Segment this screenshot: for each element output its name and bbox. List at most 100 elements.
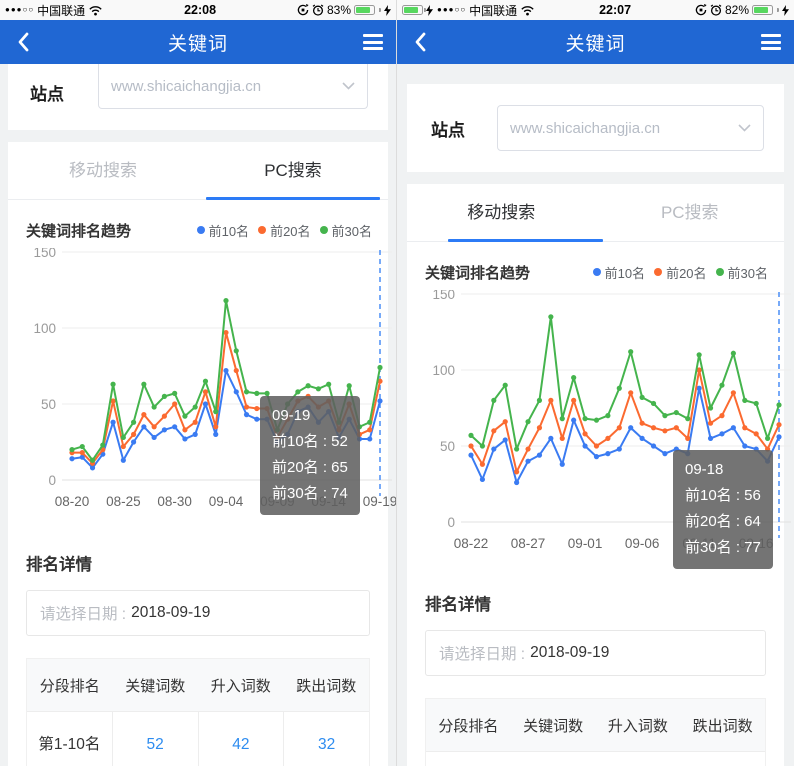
table-header-cell: 关键词数	[125, 677, 186, 695]
svg-text:08-30: 08-30	[157, 494, 192, 509]
site-select-value: www.shicaichangjia.cn	[111, 77, 262, 95]
battery-icon	[354, 5, 375, 15]
table-header-cell: 升入词数	[607, 717, 668, 735]
chart-legend: 前10名 前20名 前30名	[196, 221, 372, 240]
legend-dot-icon	[319, 226, 328, 234]
legend-dot-icon	[654, 268, 663, 276]
app-header: 关键词	[0, 20, 396, 64]
table-header-cell: 升入词数	[210, 677, 271, 695]
date-picker-label: 请选择日期 :	[40, 606, 127, 623]
tab-pc-search[interactable]: PC搜索	[660, 203, 719, 222]
phone-panel-left: ●●●○○ 中国联通 22:08 83% 关键词 站点 www.s	[0, 0, 397, 766]
tooltip-entry: 前20名 : 65	[272, 459, 348, 476]
rank-table-header: 分段排名 关键词数 升入词数 跌出词数	[426, 699, 765, 751]
keyword-card: 移动搜索 PC搜索 关键词排名趋势 前10名 前20名 前30名 0 50 100 150…	[8, 142, 396, 766]
site-select[interactable]: www.shicaichangjia.cn	[497, 105, 764, 151]
table-cell: 32	[283, 712, 369, 766]
charging-bolt-icon	[384, 4, 391, 16]
svg-text:0: 0	[48, 473, 56, 488]
legend-label: 前20名	[270, 223, 311, 239]
legend-dot-icon	[592, 268, 601, 276]
back-chevron-icon	[18, 32, 29, 52]
back-chevron-icon	[415, 32, 426, 52]
signal-strength-icon: ●●●○○	[437, 4, 467, 14]
site-label: 站点	[30, 85, 64, 104]
rotation-lock-icon	[695, 4, 707, 16]
trend-chart-area: 05010015008-2208-2709-0109-0609-1109-16 …	[407, 290, 791, 569]
rank-table-body: 第1-10名 52 42 32	[27, 711, 369, 766]
status-time: 22:08	[184, 3, 217, 17]
svg-text:50: 50	[440, 439, 455, 454]
charging-bolt-spillover-icon	[426, 4, 433, 16]
legend-dot-icon	[258, 226, 267, 234]
site-selector-card: 站点 www.shicaichangjia.cn	[407, 84, 784, 172]
site-select-value: www.shicaichangjia.cn	[510, 119, 661, 137]
chart-legend: 前10名 前20名 前30名	[592, 263, 768, 282]
phone-panel-right: ●●●○○ 中国联通 22:07 82% 关键词 站点	[397, 0, 794, 766]
svg-text:09-19: 09-19	[363, 494, 397, 509]
date-picker-value: 2018-09-19	[530, 644, 610, 661]
legend-item[interactable]: 前30名	[715, 263, 768, 282]
menu-button[interactable]	[350, 34, 396, 50]
site-selector-card: 站点 www.shicaichangjia.cn	[8, 64, 388, 130]
rank-table-header: 分段排名 关键词数 升入词数 跌出词数	[27, 659, 369, 711]
battery-icon	[752, 5, 773, 15]
status-time: 22:07	[599, 3, 632, 17]
tab-mobile-search[interactable]: 移动搜索	[467, 203, 536, 222]
tooltip-entry: 前20名 : 64	[685, 513, 761, 530]
svg-text:08-20: 08-20	[55, 494, 90, 509]
carrier-label: 中国联通	[37, 3, 86, 18]
menu-button[interactable]	[748, 34, 794, 50]
trend-chart-area: 05010015008-2008-2508-3009-0409-0909-140…	[8, 248, 396, 525]
rank-table: 分段排名 关键词数 升入词数 跌出词数 暂无数据	[425, 698, 766, 766]
table-cell: 42	[197, 712, 284, 766]
table-cell: 52	[111, 712, 198, 766]
svg-text:08-22: 08-22	[454, 536, 489, 551]
back-button[interactable]	[397, 32, 443, 52]
legend-label: 前10名	[604, 265, 646, 281]
legend-label: 前10名	[208, 223, 250, 239]
tab-mobile-search[interactable]: 移动搜索	[69, 161, 137, 180]
table-cell: 第1-10名	[38, 736, 101, 753]
chevron-down-icon	[342, 82, 355, 90]
legend-item[interactable]: 前20名	[258, 221, 311, 240]
date-picker[interactable]: 请选择日期 : 2018-09-19	[26, 590, 370, 636]
svg-text:08-27: 08-27	[511, 536, 546, 551]
legend-dot-icon	[715, 268, 724, 276]
tooltip-entry: 前10名 : 56	[685, 487, 761, 504]
svg-text:08-25: 08-25	[106, 494, 141, 509]
trend-title: 关键词排名趋势	[425, 264, 531, 282]
svg-text:100: 100	[33, 321, 56, 336]
signal-strength-icon: ●●●○○	[5, 4, 35, 14]
site-label: 站点	[431, 121, 465, 140]
tab-pc-search[interactable]: PC搜索	[264, 161, 322, 180]
rank-table-body: 暂无数据	[426, 751, 765, 766]
svg-text:0: 0	[447, 515, 455, 530]
legend-item[interactable]: 前30名	[319, 221, 372, 240]
search-type-tabs: 移动搜索 PC搜索	[407, 184, 784, 242]
status-bar: ●●●○○ 中国联通 22:07 82%	[397, 0, 794, 20]
wifi-icon	[89, 5, 102, 16]
table-header-cell: 跌出词数	[296, 677, 357, 695]
legend-item[interactable]: 前20名	[654, 263, 707, 282]
table-header-cell: 关键词数	[523, 717, 584, 735]
page-title: 关键词	[565, 33, 626, 55]
app-header: 关键词	[397, 20, 794, 64]
trend-title: 关键词排名趋势	[26, 222, 132, 240]
date-picker[interactable]: 请选择日期 : 2018-09-19	[425, 630, 766, 676]
legend-item[interactable]: 前10名	[592, 263, 646, 282]
legend-item[interactable]: 前10名	[196, 221, 250, 240]
table-empty-text: 暂无数据	[426, 751, 765, 766]
tooltip-date: 09-19	[272, 407, 311, 424]
site-select[interactable]: www.shicaichangjia.cn	[98, 64, 368, 109]
date-picker-label: 请选择日期 :	[439, 646, 526, 663]
back-button[interactable]	[0, 32, 46, 52]
chevron-down-icon	[738, 124, 751, 132]
svg-text:09-04: 09-04	[209, 494, 244, 509]
tooltip-entry: 前10名 : 52	[272, 433, 348, 450]
battery-percent: 83%	[326, 3, 351, 17]
rotation-lock-icon	[297, 4, 309, 16]
status-bar: ●●●○○ 中国联通 22:08 83%	[0, 0, 396, 20]
svg-text:100: 100	[432, 363, 455, 378]
